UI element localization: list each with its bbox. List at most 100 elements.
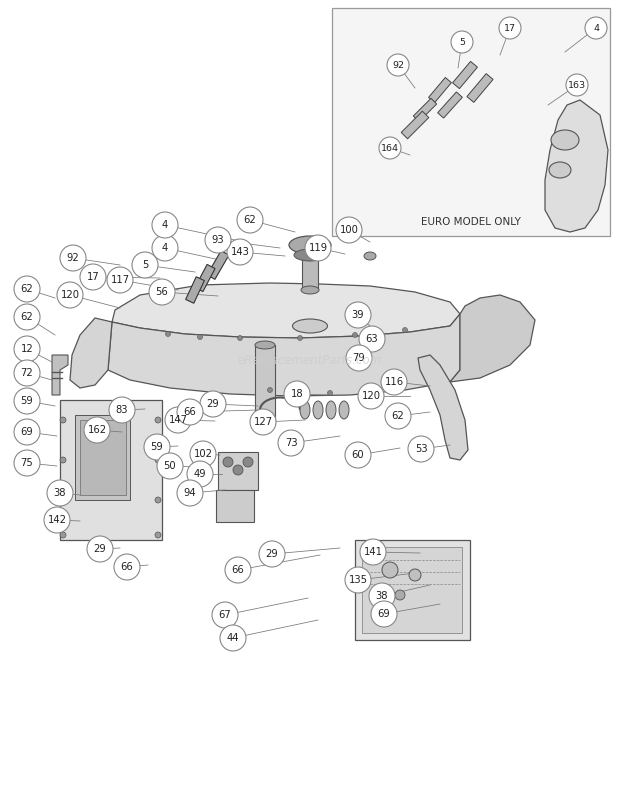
Circle shape xyxy=(382,562,398,578)
Polygon shape xyxy=(438,92,463,118)
Text: 4: 4 xyxy=(593,23,599,32)
Text: 39: 39 xyxy=(352,310,365,320)
Circle shape xyxy=(14,419,40,445)
Text: 147: 147 xyxy=(169,415,187,425)
Circle shape xyxy=(84,417,110,443)
Circle shape xyxy=(243,457,253,467)
Circle shape xyxy=(60,497,66,503)
Text: 79: 79 xyxy=(353,353,365,363)
Ellipse shape xyxy=(364,252,376,260)
Circle shape xyxy=(451,31,473,53)
Text: EURO MODEL ONLY: EURO MODEL ONLY xyxy=(421,217,521,227)
Circle shape xyxy=(200,391,226,417)
Circle shape xyxy=(387,54,409,76)
Circle shape xyxy=(250,409,276,435)
Text: 66: 66 xyxy=(121,562,133,572)
Polygon shape xyxy=(414,99,436,121)
Circle shape xyxy=(80,264,106,290)
Text: 5: 5 xyxy=(142,260,148,270)
Circle shape xyxy=(14,336,40,362)
Circle shape xyxy=(107,267,133,293)
Text: 102: 102 xyxy=(193,449,213,459)
Circle shape xyxy=(14,388,40,414)
Polygon shape xyxy=(112,283,460,338)
Circle shape xyxy=(237,336,242,341)
Polygon shape xyxy=(428,78,451,103)
Circle shape xyxy=(187,461,213,487)
Text: 66: 66 xyxy=(184,407,197,417)
Circle shape xyxy=(346,345,372,371)
Bar xyxy=(255,345,275,425)
Text: 142: 142 xyxy=(48,515,66,525)
Text: 29: 29 xyxy=(206,399,219,409)
Text: 67: 67 xyxy=(219,610,231,620)
Circle shape xyxy=(298,336,303,341)
Text: 73: 73 xyxy=(285,438,298,448)
Text: 60: 60 xyxy=(352,450,365,460)
Text: 5: 5 xyxy=(459,37,465,46)
Circle shape xyxy=(155,417,161,423)
Text: 29: 29 xyxy=(265,549,278,559)
Ellipse shape xyxy=(551,130,579,150)
Ellipse shape xyxy=(255,421,275,429)
Circle shape xyxy=(284,381,310,407)
Text: 53: 53 xyxy=(415,444,427,454)
Text: 62: 62 xyxy=(20,312,33,322)
Circle shape xyxy=(14,304,40,330)
Text: 4: 4 xyxy=(162,220,168,230)
Text: 29: 29 xyxy=(94,544,107,554)
Text: 59: 59 xyxy=(151,442,164,452)
Text: 72: 72 xyxy=(20,368,33,378)
Bar xyxy=(218,452,258,490)
Polygon shape xyxy=(70,318,112,388)
Bar xyxy=(302,255,318,290)
Text: 100: 100 xyxy=(340,225,358,235)
Bar xyxy=(216,490,254,522)
Ellipse shape xyxy=(294,249,326,261)
Circle shape xyxy=(57,282,83,308)
Text: 38: 38 xyxy=(54,488,66,498)
Polygon shape xyxy=(545,100,608,232)
Ellipse shape xyxy=(313,401,323,419)
Polygon shape xyxy=(108,314,460,396)
Text: 56: 56 xyxy=(156,287,169,297)
Circle shape xyxy=(408,436,434,462)
Circle shape xyxy=(259,541,285,567)
Circle shape xyxy=(149,279,175,305)
Ellipse shape xyxy=(300,401,310,419)
Circle shape xyxy=(369,583,395,609)
Ellipse shape xyxy=(301,286,319,294)
Text: 143: 143 xyxy=(231,247,249,257)
Polygon shape xyxy=(418,355,468,460)
Text: 62: 62 xyxy=(244,215,257,225)
Circle shape xyxy=(327,391,332,396)
Text: 119: 119 xyxy=(308,243,327,253)
Circle shape xyxy=(371,601,397,627)
Text: 44: 44 xyxy=(227,633,239,643)
Text: 135: 135 xyxy=(348,575,368,585)
Circle shape xyxy=(336,217,362,243)
Circle shape xyxy=(409,569,421,581)
Circle shape xyxy=(47,480,73,506)
Circle shape xyxy=(14,450,40,476)
Text: 12: 12 xyxy=(20,344,33,354)
Bar xyxy=(362,547,462,633)
Polygon shape xyxy=(467,74,493,103)
Circle shape xyxy=(155,497,161,503)
Circle shape xyxy=(395,590,405,600)
Circle shape xyxy=(358,383,384,409)
Polygon shape xyxy=(453,61,477,89)
Text: 4: 4 xyxy=(162,243,168,253)
Circle shape xyxy=(14,276,40,302)
FancyBboxPatch shape xyxy=(332,8,610,236)
Circle shape xyxy=(165,407,191,433)
Ellipse shape xyxy=(549,162,571,178)
Circle shape xyxy=(114,554,140,580)
Polygon shape xyxy=(52,355,68,395)
Text: 62: 62 xyxy=(392,411,404,421)
Circle shape xyxy=(499,17,521,39)
Circle shape xyxy=(381,369,407,395)
Ellipse shape xyxy=(255,341,275,349)
Circle shape xyxy=(345,567,371,593)
Text: 18: 18 xyxy=(291,389,303,399)
